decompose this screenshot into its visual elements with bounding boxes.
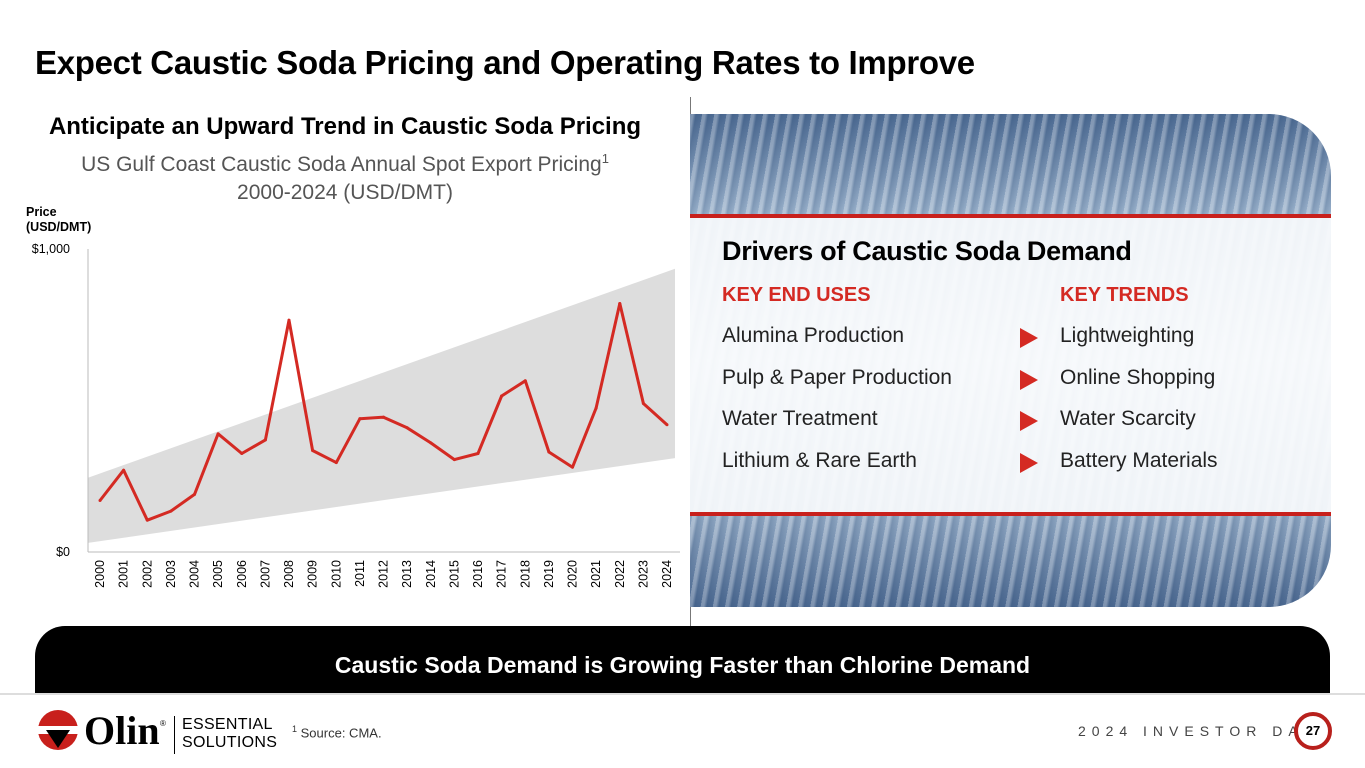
- x-tick-label: 2007: [258, 560, 272, 588]
- x-tick-label: 2022: [613, 560, 627, 588]
- x-tick-label: 2009: [306, 560, 320, 588]
- logo-divider: [174, 716, 175, 754]
- page-number: 27: [1294, 712, 1332, 750]
- arrow-right-icon: [1020, 411, 1038, 431]
- logo-registered-mark: ®: [160, 719, 166, 728]
- logo-wordmark: Olin: [84, 708, 160, 752]
- chart-subtitle-line1: US Gulf Coast Caustic Soda Annual Spot E…: [81, 153, 602, 176]
- x-tick-label: 2004: [188, 560, 202, 588]
- arrow-right-icon: [1020, 453, 1038, 473]
- y-tick-label: $0: [56, 545, 70, 559]
- data-point: [429, 441, 433, 445]
- x-tick-label: 2020: [566, 560, 580, 588]
- end-use-item: Lithium & Rare Earth: [722, 449, 917, 472]
- data-point: [263, 438, 267, 442]
- arrow-right-icon: [1020, 370, 1038, 390]
- y-tick-label: $1,000: [32, 242, 70, 256]
- end-use-item: Water Treatment: [722, 407, 878, 430]
- x-tick-label: 2001: [117, 560, 131, 588]
- data-point: [641, 402, 645, 406]
- x-tick-label: 2024: [660, 560, 674, 588]
- x-tick-label: 2002: [140, 560, 154, 588]
- event-label: 2024 INVESTOR DAY: [1078, 723, 1318, 739]
- key-end-uses-heading: KEY END USES: [722, 284, 871, 306]
- footer-rule: [0, 693, 1365, 695]
- drivers-panel: Drivers of Caustic Soda Demand KEY END U…: [690, 114, 1331, 607]
- data-point: [665, 423, 669, 427]
- x-tick-label: 2016: [471, 560, 485, 588]
- trend-item: Online Shopping: [1060, 366, 1216, 389]
- chart-title: Anticipate an Upward Trend in Caustic So…: [48, 113, 642, 140]
- y-axis-title: Price (USD/DMT): [26, 205, 91, 235]
- x-tick-label: 2010: [329, 560, 343, 588]
- data-point: [382, 415, 385, 419]
- x-tick-label: 2011: [353, 560, 367, 587]
- data-point: [523, 379, 527, 383]
- data-point: [122, 468, 126, 472]
- data-point: [452, 458, 456, 462]
- division-line1: ESSENTIAL: [182, 716, 273, 733]
- x-tick-label: 2000: [93, 560, 107, 588]
- trend-item: Lightweighting: [1060, 324, 1195, 347]
- x-tick-label: 2008: [282, 560, 296, 588]
- x-tick-label: 2019: [542, 560, 556, 588]
- data-point: [405, 426, 409, 430]
- data-point: [500, 394, 504, 398]
- data-point: [594, 406, 598, 410]
- x-tick-label: 2014: [424, 560, 438, 588]
- y-axis-title-line1: Price: [26, 205, 57, 219]
- chart-subtitle-line2: 2000-2024 (USD/DMT): [237, 181, 453, 204]
- data-point: [476, 452, 480, 456]
- data-point: [193, 492, 196, 496]
- trend-item: Water Scarcity: [1060, 407, 1196, 430]
- end-use-item: Alumina Production: [722, 324, 905, 347]
- division-line2: SOLUTIONS: [182, 734, 278, 751]
- source-footnote-text: Source: CMA.: [300, 725, 382, 741]
- division-name: ESSENTIAL SOLUTIONS: [182, 716, 277, 752]
- x-tick-label: 2021: [589, 560, 603, 588]
- data-point: [618, 302, 622, 306]
- chart-subtitle: US Gulf Coast Caustic Soda Annual Spot E…: [0, 145, 690, 207]
- data-point: [334, 461, 338, 465]
- data-point: [358, 417, 362, 421]
- x-tick-label: 2003: [164, 560, 178, 588]
- source-footnote: 1 Source: CMA.: [292, 724, 382, 740]
- data-point: [311, 448, 315, 452]
- page-title: Expect Caustic Soda Pricing and Operatin…: [35, 44, 975, 81]
- data-point: [240, 452, 244, 456]
- arrow-right-icon: [1020, 328, 1038, 348]
- drivers-title: Drivers of Caustic Soda Demand: [722, 236, 1132, 266]
- x-tick-label: 2013: [400, 560, 414, 588]
- x-tick-label: 2015: [447, 560, 461, 588]
- x-tick-label: 2012: [377, 560, 391, 588]
- y-axis-title-line2: (USD/DMT): [26, 220, 92, 234]
- x-tick-label: 2018: [518, 560, 532, 588]
- data-point: [571, 465, 574, 469]
- x-tick-label: 2017: [495, 560, 509, 588]
- data-point: [98, 498, 102, 502]
- data-point: [287, 318, 291, 322]
- key-trends-heading: KEY TRENDS: [1060, 284, 1189, 306]
- data-point: [216, 432, 220, 436]
- chart-subtitle-footnote: 1: [601, 151, 609, 166]
- olin-logo: Olin ®: [36, 708, 166, 752]
- trend-band: [88, 268, 675, 543]
- end-use-item: Pulp & Paper Production: [722, 366, 952, 389]
- x-tick-label: 2006: [235, 560, 249, 588]
- data-point: [547, 450, 551, 454]
- price-line-chart: $1,000 $0 2000 2001 2002 2003 2004 2005 2006 2007…: [32, 242, 680, 588]
- x-tick-label: 2023: [636, 560, 650, 588]
- drivers-card: Drivers of Caustic Soda Demand KEY END U…: [690, 214, 1331, 516]
- conclusion-banner: Caustic Soda Demand is Growing Faster th…: [35, 626, 1330, 693]
- source-footnote-marker: 1: [292, 724, 298, 734]
- data-point: [169, 509, 173, 513]
- data-point: [145, 518, 149, 522]
- x-tick-label: 2005: [211, 560, 225, 588]
- trend-item: Battery Materials: [1060, 449, 1218, 472]
